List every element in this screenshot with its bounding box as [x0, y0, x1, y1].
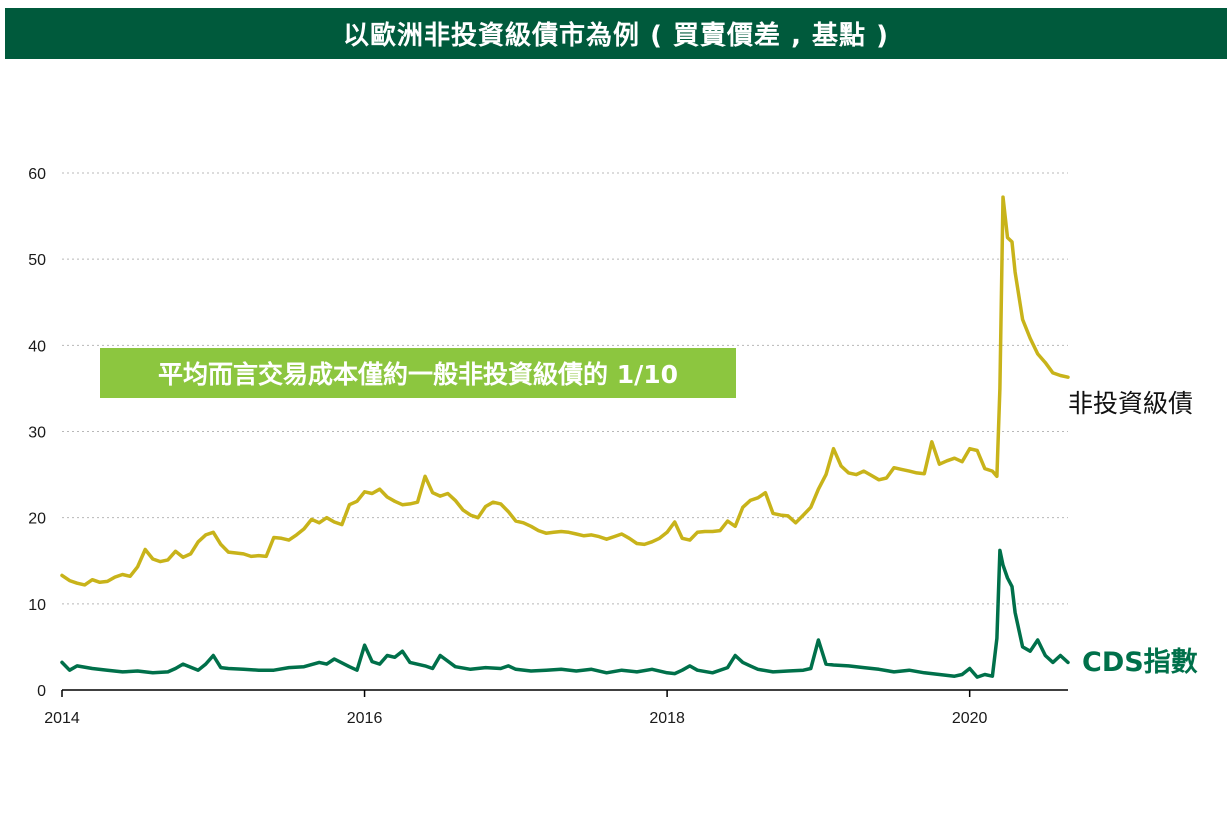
y-tick-label: 60 — [28, 166, 46, 183]
x-tick-labels: 2014 2016 2018 2020 — [44, 710, 987, 727]
y-tick-label: 50 — [28, 252, 46, 269]
x-tick-label: 2018 — [649, 710, 685, 727]
y-tick-label: 30 — [28, 425, 46, 442]
y-tick-labels: 0 10 20 30 40 50 60 — [28, 166, 46, 700]
callout-box: 平均而言交易成本僅約一般非投資級債的 1/10 — [100, 348, 736, 398]
series-line-high-yield — [60, 195, 1070, 587]
series-label-cds: CDS指數 — [1082, 647, 1198, 678]
x-tick-label: 2016 — [347, 710, 383, 727]
y-tick-label: 0 — [37, 683, 46, 700]
x-tick-label: 2014 — [44, 710, 80, 727]
y-tick-label: 20 — [28, 511, 46, 528]
series-lines — [60, 195, 1070, 679]
series-label-high-yield: 非投資級債 — [1068, 389, 1194, 418]
series-line-cds — [60, 548, 1070, 679]
chart-title: 以歐洲非投資級債市為例 ( 買賣價差 , 基點 ) — [5, 8, 1227, 59]
y-tick-label: 10 — [28, 597, 46, 614]
y-tick-label: 40 — [28, 338, 46, 355]
x-tick-label: 2020 — [952, 710, 988, 727]
axes — [61, 689, 1068, 697]
